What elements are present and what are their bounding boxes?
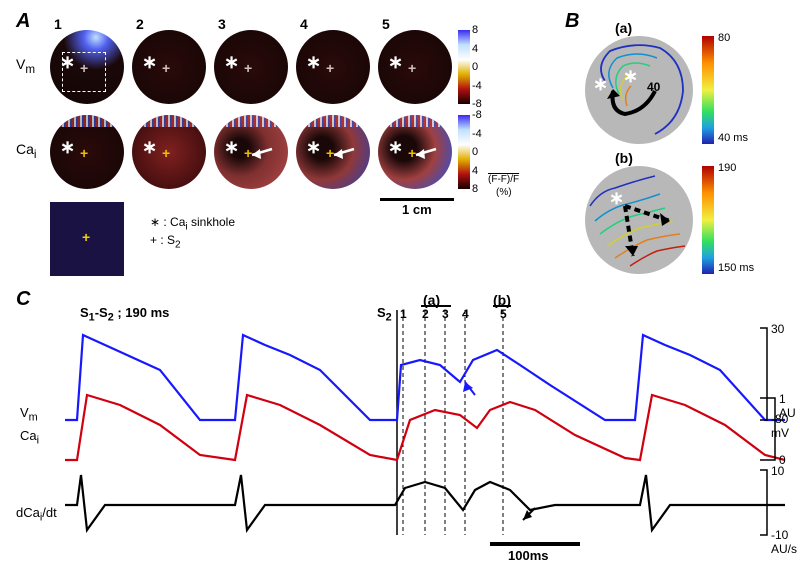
time-scale-bar — [490, 542, 580, 546]
scale-label-a: 1 cm — [402, 202, 432, 217]
time-scale-label: 100ms — [508, 548, 548, 563]
ca-frame-2: ∗+ — [132, 115, 206, 189]
s2-marker: + — [80, 145, 88, 161]
ca-frame-3: ∗+ — [214, 115, 288, 189]
frame-mark-1: 1 — [400, 307, 407, 321]
panel-b-a-label: (a) — [615, 20, 632, 36]
trace-label-vm: Vm — [20, 405, 38, 424]
frame-number-3: 3 — [218, 16, 226, 32]
isochrone-a: ∗ ∗ 40 — [585, 36, 693, 144]
trace-label-dca: dCai/dt — [16, 505, 57, 524]
noise-strip — [378, 115, 452, 127]
s2-marker-inset: + — [82, 229, 90, 245]
dca-axis-bot: -10 AU/s — [771, 528, 797, 556]
s2-label: S2 — [377, 305, 392, 324]
vm-axis-top: 30 — [771, 322, 784, 336]
colorbar-tick: 8 — [472, 24, 478, 36]
group-b-bar — [493, 305, 511, 307]
traces-plot — [65, 310, 785, 560]
frame-number-4: 4 — [300, 16, 308, 32]
asterisk-b-b: ∗ — [609, 188, 624, 209]
figure-root: A 12345 Vm Cai ∗+∗+∗+∗+∗+∗+∗+∗+∗+∗+ 840-… — [10, 10, 790, 564]
panel-b-b-label: (b) — [615, 150, 633, 166]
b-b-colorbar — [702, 166, 716, 274]
colorbar-tick: 8 — [472, 183, 478, 195]
ca-colorbar — [458, 115, 472, 189]
s2-marker: + — [244, 60, 252, 76]
row-label-vm: Vm — [16, 56, 35, 76]
sinkhole-marker: ∗ — [388, 52, 403, 73]
trace-label-ca: Cai — [20, 428, 39, 447]
frame-mark-3: 3 — [442, 307, 449, 321]
isochrone-b: ∗ — [585, 166, 693, 274]
ba-tick-bot: 40 ms — [718, 132, 748, 144]
panel-c-label: C — [16, 288, 30, 311]
ca-frame-5: ∗+ — [378, 115, 452, 189]
ca-frame-1: ∗+ — [50, 115, 124, 189]
sinkhole-marker: ∗ — [142, 137, 157, 158]
vm-colorbar — [458, 30, 472, 104]
colorbar-tick: -4 — [472, 80, 482, 92]
legend-sinkhole: ∗ : Cai sinkhole — [150, 215, 235, 232]
colorbar-unit2: (%) — [496, 187, 512, 198]
row-label-cai: Cai — [16, 141, 37, 161]
s2-marker: + — [326, 60, 334, 76]
b-a-colorbar — [702, 36, 716, 144]
dca-axis-top: 10 — [771, 464, 784, 478]
vm-frame-5: ∗+ — [378, 30, 452, 104]
noise-strip — [50, 115, 124, 127]
colorbar-tick: -4 — [472, 128, 482, 140]
s2-marker: + — [408, 60, 416, 76]
scale-bar-a — [380, 198, 454, 201]
colorbar-tick: 0 — [472, 61, 478, 73]
panel-b-label: B — [565, 10, 579, 33]
s2-marker: + — [162, 60, 170, 76]
panel-a-inset: + — [50, 202, 124, 276]
noise-strip — [296, 115, 370, 127]
frame-number-1: 1 — [54, 16, 62, 32]
frame-mark-5: 5 — [500, 307, 507, 321]
group-a-bar — [421, 305, 451, 307]
asterisk-b-a-2: ∗ — [623, 66, 638, 87]
s2-marker: + — [162, 145, 170, 161]
ca-frame-4: ∗+ — [296, 115, 370, 189]
vm-frame-4: ∗+ — [296, 30, 370, 104]
ba-tick-top: 80 — [718, 32, 730, 44]
colorbar-tick: 0 — [472, 146, 478, 158]
colorbar-tick: 4 — [472, 43, 478, 55]
asterisk-b-a-1: ∗ — [593, 74, 608, 95]
ca-axis-top: 1 AU — [779, 392, 796, 420]
bb-tick-bot: 150 ms — [718, 262, 754, 274]
sinkhole-marker: ∗ — [60, 137, 75, 158]
vm-frame-3: ∗+ — [214, 30, 288, 104]
sinkhole-marker: ∗ — [306, 52, 321, 73]
noise-strip — [214, 115, 288, 127]
noise-strip — [132, 115, 206, 127]
sinkhole-marker: ∗ — [142, 52, 157, 73]
vm-frame-2: ∗+ — [132, 30, 206, 104]
frame-mark-4: 4 — [462, 307, 469, 321]
panel-a-label: A — [16, 10, 30, 33]
sinkhole-marker: ∗ — [224, 52, 239, 73]
frame-mark-2: 2 — [422, 307, 429, 321]
colorbar-tick: 4 — [472, 165, 478, 177]
vm-frame-1: ∗+ — [50, 30, 124, 104]
colorbar-tick: -8 — [472, 109, 482, 121]
frame-number-5: 5 — [382, 16, 390, 32]
isochrone-a-center-label: 40 — [647, 80, 660, 94]
bb-tick-top: 190 — [718, 162, 736, 174]
colorbar-unit: (F-F)/F — [488, 174, 519, 185]
legend-s2: + : S2 — [150, 233, 181, 250]
roi-box — [62, 52, 106, 92]
frame-number-2: 2 — [136, 16, 144, 32]
